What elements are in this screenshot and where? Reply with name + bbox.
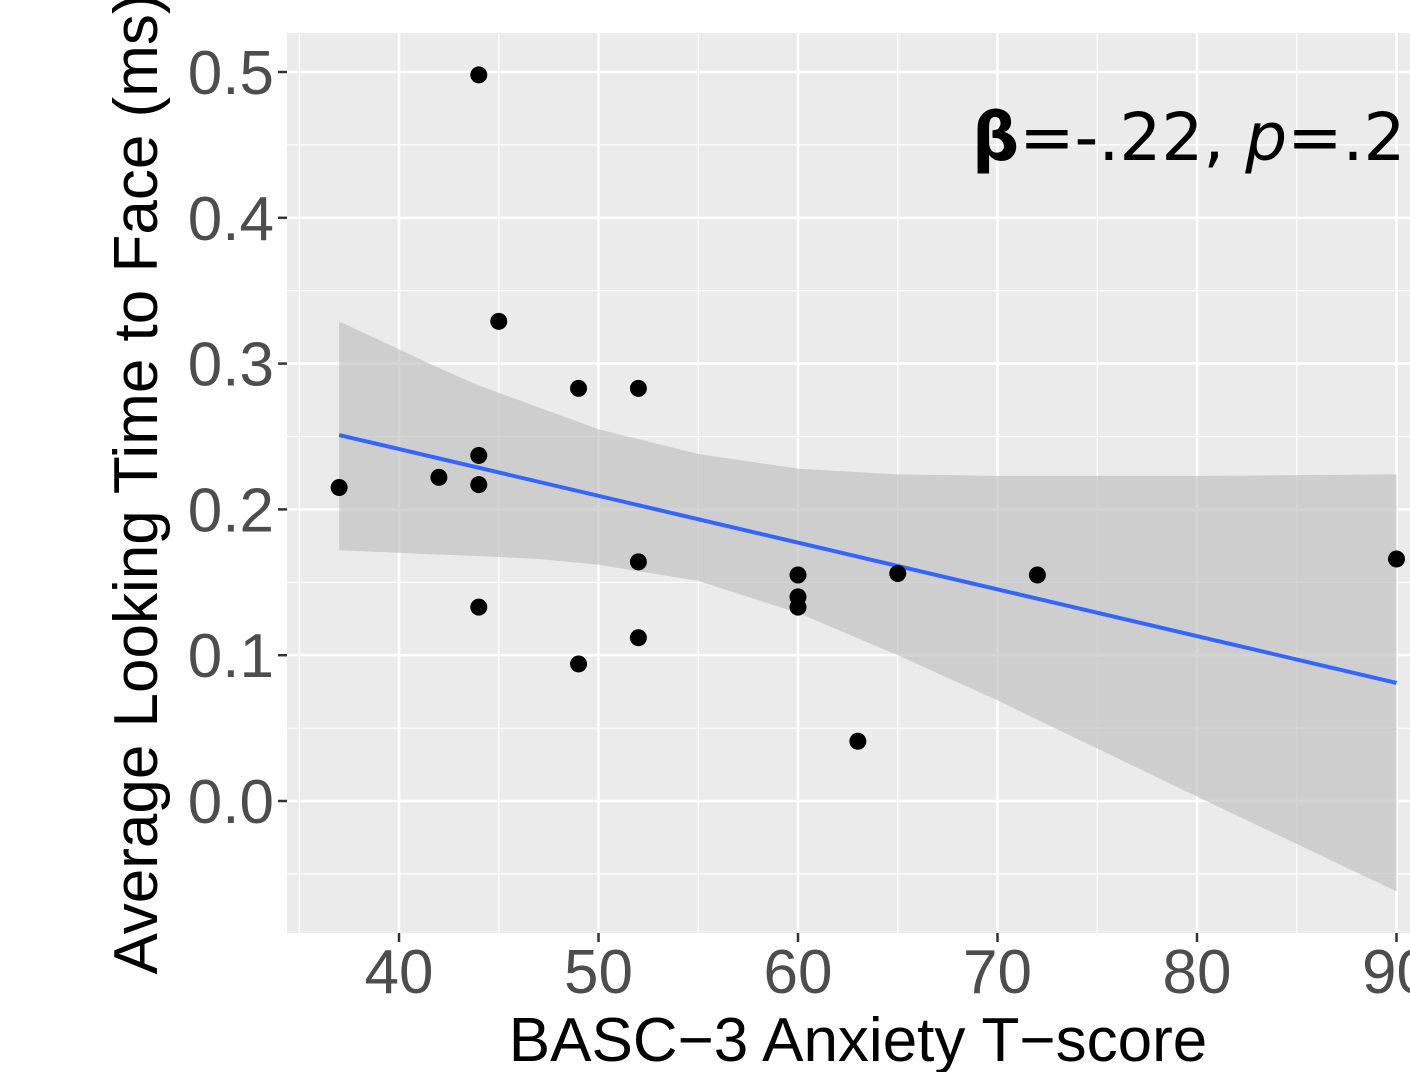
- data-point: [330, 479, 348, 497]
- data-point: [470, 446, 488, 464]
- regression-line: [338, 433, 1397, 685]
- data-point: [849, 732, 867, 750]
- data-point: [570, 655, 588, 673]
- y-tick-label: 0.1: [188, 622, 274, 691]
- x-axis-title: BASC−3 Anxiety T−score: [509, 1006, 1207, 1072]
- data-point: [629, 553, 647, 571]
- y-tick-label: 0.2: [188, 476, 274, 545]
- data-point: [629, 379, 647, 397]
- x-tick-label: 40: [365, 938, 434, 1007]
- data-point: [570, 379, 588, 397]
- annotation-p: p: [1244, 99, 1287, 176]
- data-points: [330, 66, 1405, 750]
- data-point: [789, 598, 807, 616]
- data-point: [1028, 566, 1046, 584]
- data-point: [789, 566, 807, 584]
- annotation-beta: β: [972, 99, 1019, 176]
- x-tick-label: 50: [564, 938, 633, 1007]
- data-point: [470, 598, 488, 616]
- y-tick-label: 0.3: [188, 331, 274, 400]
- y-axis-ticks: 0.0 0.1 0.2 0.3 0.4 0.5: [188, 39, 287, 837]
- data-point: [1388, 550, 1405, 568]
- annotation-beta-value: =-.22,: [1019, 99, 1245, 176]
- data-point: [629, 629, 647, 647]
- data-point: [490, 312, 508, 330]
- x-tick-label: 90: [1362, 938, 1410, 1007]
- y-tick-label: 0.4: [188, 185, 274, 254]
- y-axis-title: Average Looking Time to Face (ms): [102, 0, 171, 974]
- annotation-p-value: =.27: [1287, 99, 1410, 176]
- data-point: [470, 66, 488, 84]
- x-axis-ticks: 40 50 60 70 80 90: [365, 933, 1410, 1007]
- x-tick-label: 60: [764, 938, 833, 1007]
- data-point: [889, 565, 907, 583]
- confidence-band: [339, 321, 1397, 892]
- data-point: [470, 476, 488, 494]
- x-tick-label: 70: [963, 938, 1032, 1007]
- annotation-stat: β=-.22, p=.27: [972, 99, 1410, 176]
- x-tick-label: 80: [1163, 938, 1232, 1007]
- y-tick-label: 0.5: [188, 39, 274, 108]
- y-tick-label: 0.0: [188, 768, 274, 837]
- data-point: [430, 468, 448, 486]
